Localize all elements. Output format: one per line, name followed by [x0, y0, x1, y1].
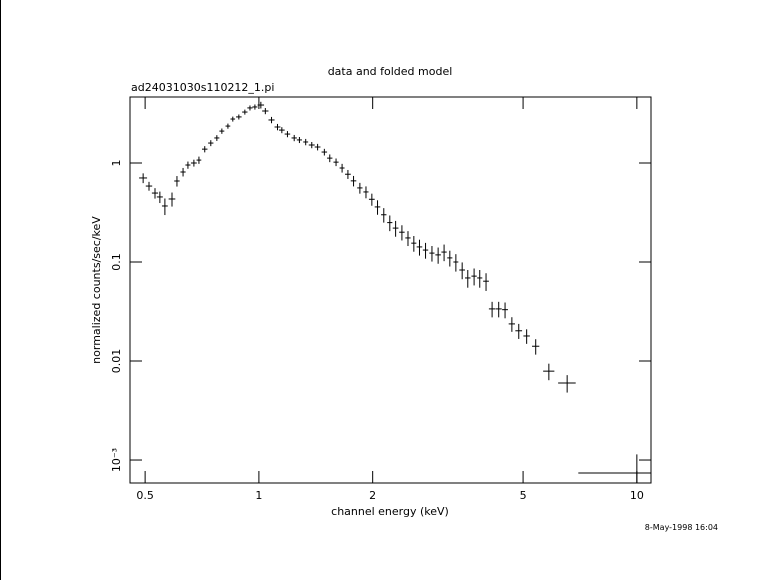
data-point: [230, 116, 236, 122]
data-point: [262, 108, 269, 115]
data-point: [357, 182, 363, 194]
x-tick-label: 5: [520, 489, 527, 502]
y-tick-label: 0.01: [110, 349, 123, 374]
data-point: [392, 220, 399, 237]
data-point: [314, 143, 321, 151]
data-point: [214, 135, 220, 141]
data-point: [502, 302, 508, 319]
data-point: [523, 329, 530, 344]
data-point: [174, 176, 180, 187]
data-points: [139, 101, 651, 483]
data-point: [274, 123, 281, 131]
data-point: [543, 363, 555, 381]
data-point: [291, 134, 297, 142]
data-point: [145, 181, 153, 191]
data-point: [333, 158, 339, 167]
data-point: [345, 169, 351, 179]
chart-subtitle: ad24031030s110212_1.pi: [131, 81, 274, 94]
data-point: [488, 301, 496, 318]
data-point: [381, 208, 387, 223]
data-point: [139, 173, 148, 184]
data-point: [464, 270, 471, 288]
data-point: [161, 198, 168, 216]
data-point: [196, 156, 202, 164]
data-point: [284, 131, 291, 138]
data-point: [374, 200, 381, 215]
data-point: [387, 215, 393, 232]
y-tick-label: 10⁻³: [110, 448, 123, 472]
data-point: [422, 242, 429, 259]
x-tick-label: 10: [630, 489, 644, 502]
data-point: [201, 146, 208, 153]
data-point: [208, 140, 214, 147]
data-point: [515, 323, 523, 339]
timestamp: 8-May-1998 16:04: [645, 523, 718, 532]
data-point: [308, 141, 315, 149]
data-point: [257, 101, 265, 109]
data-point: [296, 137, 302, 144]
data-point: [278, 127, 285, 134]
data-point: [441, 244, 447, 262]
data-point: [405, 231, 411, 247]
data-point: [350, 175, 357, 187]
y-tick-label: 0.1: [110, 253, 123, 271]
data-point: [225, 123, 231, 129]
data-point: [321, 148, 328, 156]
data-point: [151, 188, 159, 199]
data-point: [219, 128, 225, 134]
data-point: [411, 236, 417, 252]
data-point: [156, 191, 163, 204]
chart-title: data and folded model: [328, 65, 453, 78]
data-point: [471, 268, 477, 286]
data-point: [459, 262, 465, 280]
data-point: [416, 239, 423, 256]
data-point: [477, 270, 483, 288]
data-point: [190, 159, 197, 167]
data-point: [495, 301, 502, 318]
data-point: [429, 246, 435, 262]
data-point: [447, 250, 453, 267]
data-point: [558, 375, 576, 393]
data-point: [363, 186, 369, 199]
data-point: [236, 114, 242, 120]
data-point: [368, 193, 375, 206]
y-tick-label: 1: [110, 159, 123, 166]
x-tick-label: 1: [255, 489, 262, 502]
data-point: [532, 339, 540, 355]
data-point: [180, 167, 186, 177]
data-point: [247, 105, 253, 111]
data-point: [242, 109, 248, 115]
data-point: [578, 454, 651, 483]
data-point: [339, 163, 345, 173]
plot-frame: [129, 96, 652, 484]
x-axis-label: channel energy (keV): [331, 505, 449, 518]
data-point: [168, 192, 176, 207]
data-point: [483, 273, 489, 291]
data-point: [268, 116, 275, 124]
x-tick-label: 0.5: [136, 489, 154, 502]
data-point: [327, 154, 333, 163]
data-point: [252, 104, 258, 110]
data-point: [435, 247, 441, 264]
data-point: [399, 225, 405, 241]
data-point: [453, 254, 459, 272]
x-tick-label: 2: [369, 489, 376, 502]
data-point: [508, 317, 516, 332]
data-point: [185, 161, 191, 169]
y-axis-label: normalized counts/sec/keV: [90, 216, 103, 364]
data-point: [303, 138, 309, 146]
